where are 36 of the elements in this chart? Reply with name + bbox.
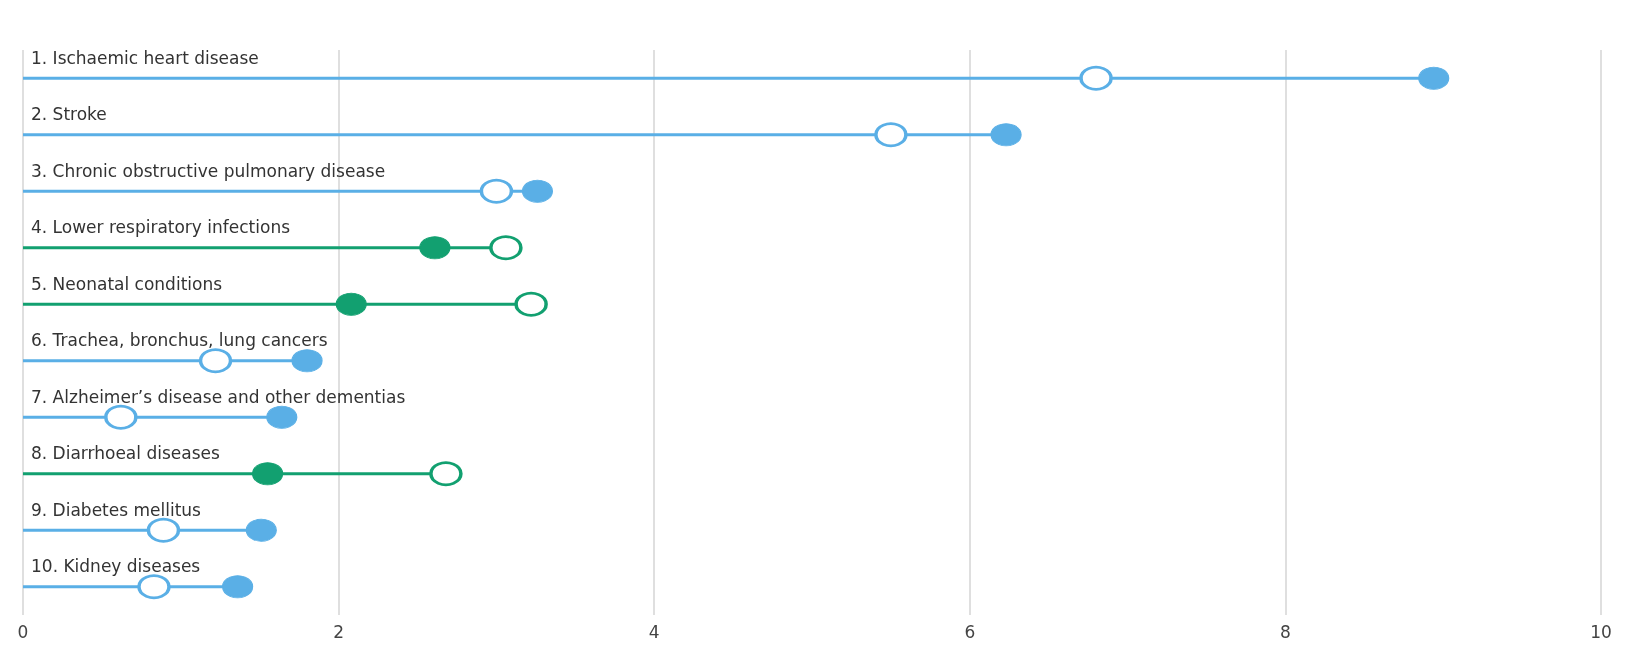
point [222,575,254,599]
x-tick-label: 10 [1590,621,1612,642]
y-tick-label: 8. Diarrhoeal diseases [31,443,220,464]
point [335,292,367,316]
y-tick-label: 1. Ischaemic heart disease [31,47,259,68]
y-tick-label: 4. Lower respiratory infections [31,217,291,238]
x-tick-label: 4 [648,621,660,642]
point [521,179,553,203]
point [146,517,180,543]
point [291,349,323,373]
point [874,122,908,148]
y-tick-label: 3. Chronic obstructive pulmonary disease [31,160,386,181]
x-tick-label: 6 [964,621,976,642]
point [429,461,463,487]
point [245,518,277,542]
point [266,405,298,429]
point [137,574,171,600]
point [252,462,284,486]
point [1079,65,1113,91]
point [419,236,451,260]
y-tick-label: 7. Alzheimer’s disease and other dementias [31,386,406,407]
point [479,178,513,204]
x-tick-label: 2 [333,621,345,642]
y-tick-label: 10. Kidney diseases [31,556,201,577]
point [514,291,548,317]
point [199,348,233,374]
point [1418,66,1450,90]
point [104,404,138,430]
point [489,235,523,261]
y-tick-label: 9. Diabetes mellitus [31,499,202,520]
y-tick-label: 5. Neonatal conditions [31,273,223,294]
y-tick-label: 2. Stroke [31,104,107,125]
y-tick-label: 6. Trachea, bronchus, lung cancers [31,330,328,351]
x-tick-label: 0 [17,621,29,642]
point [990,123,1022,147]
x-tick-label: 8 [1279,621,1291,642]
